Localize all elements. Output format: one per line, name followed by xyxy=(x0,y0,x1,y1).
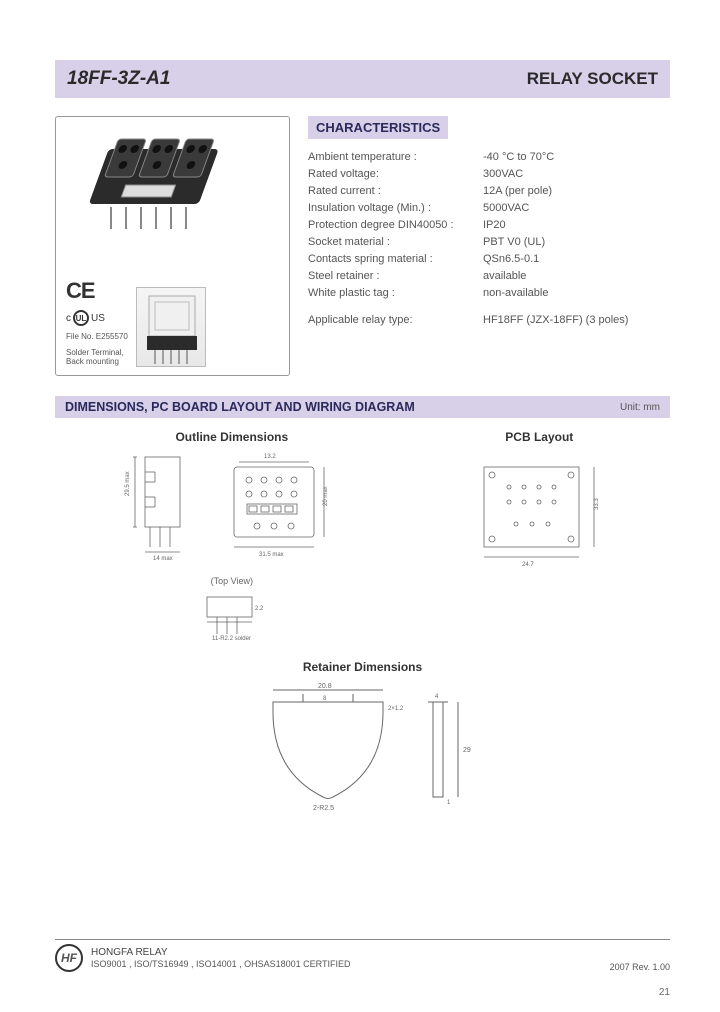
characteristics-heading: CHARACTERISTICS xyxy=(308,116,448,139)
dim-text: 14 max xyxy=(153,556,173,562)
socket-illustration xyxy=(86,129,236,234)
char-label: Applicable relay type: xyxy=(308,312,483,329)
terminal-caption-2: Back mounting xyxy=(66,357,124,367)
char-value: QSn6.5-0.1 xyxy=(483,251,670,268)
char-value: PBT V0 (UL) xyxy=(483,234,670,251)
footer-cert: ISO9001 , ISO/TS16949 , ISO14001 , OHSAS… xyxy=(91,959,350,971)
char-label: White plastic tag : xyxy=(308,285,483,302)
char-label: Protection degree DIN40050 : xyxy=(308,217,483,234)
terminal-caption-1: Solder Terminal, xyxy=(66,348,124,358)
terminal-caption: Solder Terminal, Back mounting xyxy=(66,348,124,367)
char-row: Contacts spring material :QSn6.5-0.1 xyxy=(308,251,670,268)
page-number: 21 xyxy=(659,987,670,998)
ul-mark-icon: c UL US xyxy=(66,310,105,326)
char-value: 12A (per pole) xyxy=(483,183,670,200)
dim-text: 29.5 max xyxy=(125,471,131,496)
char-label: Contacts spring material : xyxy=(308,251,483,268)
ul-suffix: US xyxy=(91,313,105,324)
part-number: 18FF-3Z-A1 xyxy=(67,68,170,90)
char-row-applicable: Applicable relay type:HF18FF (JZX-18FF) … xyxy=(308,312,670,329)
char-row: White plastic tag :non-available xyxy=(308,285,670,302)
dim-text: 24.7 xyxy=(522,562,534,568)
char-value: HF18FF (JZX-18FF) (3 poles) xyxy=(483,312,670,329)
dim-text: 33.3 xyxy=(594,498,600,510)
svg-text:2.2: 2.2 xyxy=(255,606,264,612)
outline-side-svg: 29.5 max 14 max xyxy=(125,452,195,562)
outline-label: Outline Dimensions xyxy=(63,430,401,444)
top-row: CE c UL US File No. E255570 Solder Termi… xyxy=(55,116,670,376)
char-value: -40 °C to 70°C xyxy=(483,149,670,166)
char-row: Steel retainer :available xyxy=(308,268,670,285)
page-footer: HF HONGFA RELAY ISO9001 , ISO/TS16949 , … xyxy=(55,939,670,972)
cert-marks: CE c UL US File No. E255570 Solder Termi… xyxy=(66,278,128,367)
dim-text: 31.5 max xyxy=(259,552,284,558)
char-row: Rated current :12A (per pole) xyxy=(308,183,670,200)
char-value: available xyxy=(483,268,670,285)
top-view-caption: (Top View) xyxy=(63,576,401,586)
retainer-section: Retainer Dimensions 20.8 8 2×1.2 2-R2.5 xyxy=(55,660,670,812)
retainer-label: Retainer Dimensions xyxy=(55,660,670,674)
relay-thumbnail xyxy=(136,287,206,367)
dim-text: 29 xyxy=(463,747,471,754)
cert-row: CE c UL US File No. E255570 Solder Termi… xyxy=(66,278,279,367)
dim-text: 20 max xyxy=(323,486,329,506)
char-value: 5000VAC xyxy=(483,200,670,217)
dim-text: 2×1.2 xyxy=(388,706,404,712)
footer-line: HF HONGFA RELAY ISO9001 , ISO/TS16949 , … xyxy=(55,939,670,972)
char-label: Steel retainer : xyxy=(308,268,483,285)
char-label: Insulation voltage (Min.) : xyxy=(308,200,483,217)
ul-file: File No. E255570 xyxy=(66,332,128,342)
characteristics-table: Ambient temperature :-40 °C to 70°C Rate… xyxy=(308,149,670,329)
pcb-svg: 33.3 24.7 xyxy=(464,452,614,572)
characteristics-panel: CHARACTERISTICS Ambient temperature :-40… xyxy=(308,116,670,376)
footer-rev: 2007 Rev. 1.00 xyxy=(610,962,670,972)
pcb-drawing: 33.3 24.7 xyxy=(416,452,662,572)
dim-text: 13.2 xyxy=(264,454,276,460)
diagram-labels-row: Outline Dimensions 29.5 max xyxy=(55,430,670,642)
char-value: IP20 xyxy=(483,217,670,234)
footer-company: HONGFA RELAY xyxy=(91,946,350,959)
dimensions-unit: Unit: mm xyxy=(620,402,660,413)
char-row: Protection degree DIN40050 :IP20 xyxy=(308,217,670,234)
page-root: 18FF-3Z-A1 RELAY SOCKET xyxy=(0,0,720,1012)
svg-text:11-R2.2 solder: 11-R2.2 solder xyxy=(212,636,251,642)
char-row: Ambient temperature :-40 °C to 70°C xyxy=(308,149,670,166)
dimensions-bar: DIMENSIONS, PC BOARD LAYOUT AND WIRING D… xyxy=(55,396,670,418)
char-label: Rated current : xyxy=(308,183,483,200)
retainer-drawing: 20.8 8 2×1.2 2-R2.5 4 29 1 xyxy=(55,682,670,812)
char-label: Rated voltage: xyxy=(308,166,483,183)
char-label: Socket material : xyxy=(308,234,483,251)
char-row: Socket material :PBT V0 (UL) xyxy=(308,234,670,251)
product-photo-panel: CE c UL US File No. E255570 Solder Termi… xyxy=(55,116,290,376)
footer-left: HF HONGFA RELAY ISO9001 , ISO/TS16949 , … xyxy=(55,944,350,972)
outline-profile-svg: 2.2 11-R2.2 solder xyxy=(192,592,272,642)
dim-text: 4 xyxy=(435,694,439,700)
outline-top-svg: 13.2 20 max xyxy=(209,452,339,572)
dim-text: 2-R2.5 xyxy=(313,805,334,812)
outline-drawings: 29.5 max 14 max 13.2 xyxy=(63,452,401,572)
char-value: non-available xyxy=(483,285,670,302)
ce-mark-icon: CE xyxy=(66,278,95,304)
retainer-svg: 20.8 8 2×1.2 2-R2.5 4 29 1 xyxy=(233,682,493,812)
dimensions-title: DIMENSIONS, PC BOARD LAYOUT AND WIRING D… xyxy=(65,400,415,414)
ul-circle: UL xyxy=(73,310,89,326)
dim-text: 8 xyxy=(323,696,327,702)
char-row: Rated voltage:300VAC xyxy=(308,166,670,183)
hf-logo-icon: HF xyxy=(55,944,83,972)
pcb-label: PCB Layout xyxy=(416,430,662,444)
char-row: Insulation voltage (Min.) :5000VAC xyxy=(308,200,670,217)
footer-text: HONGFA RELAY ISO9001 , ISO/TS16949 , ISO… xyxy=(91,946,350,971)
title-bar: 18FF-3Z-A1 RELAY SOCKET xyxy=(55,60,670,98)
outline-pcb-section: Outline Dimensions 29.5 max xyxy=(55,430,670,642)
dim-text: 20.8 xyxy=(318,683,332,690)
char-label: Ambient temperature : xyxy=(308,149,483,166)
char-value: 300VAC xyxy=(483,166,670,183)
ul-prefix: c xyxy=(66,313,71,324)
product-type: RELAY SOCKET xyxy=(527,69,658,89)
dim-text: 1 xyxy=(447,800,451,806)
